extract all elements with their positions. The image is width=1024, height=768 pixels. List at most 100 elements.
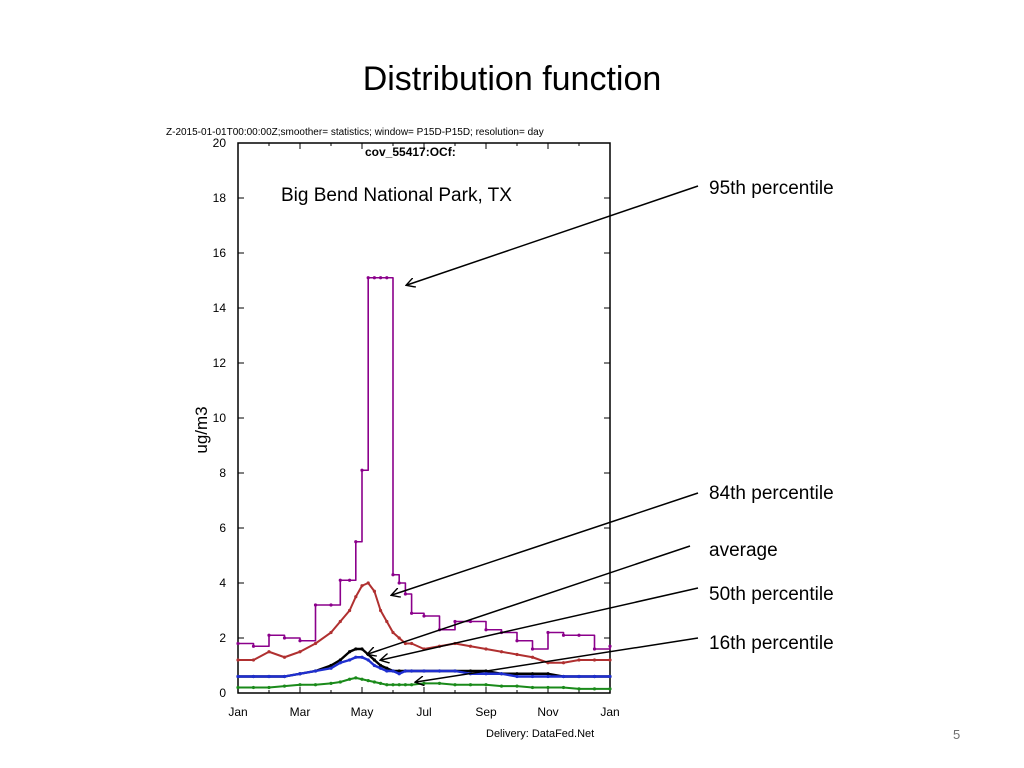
data-point-95th-percentile (592, 647, 597, 651)
plot-frame (237, 142, 611, 694)
y-tick-label: 14 (213, 301, 227, 315)
data-point-average (348, 650, 352, 654)
x-tick-label: Nov (537, 705, 558, 719)
data-point-84th-percentile (608, 658, 612, 662)
data-point-95th-percentile (236, 641, 240, 646)
data-point-84th-percentile (391, 630, 395, 635)
data-point-84th-percentile (338, 619, 342, 624)
data-point-16th-percentile (379, 681, 383, 685)
chart-subtitle: Big Bend National Park, TX (281, 185, 512, 206)
y-tick-label: 2 (219, 631, 226, 645)
data-point-50th-percentile (251, 674, 256, 679)
data-point-16th-percentile (354, 676, 358, 680)
data-point-95th-percentile (267, 633, 271, 637)
data-point-95th-percentile (422, 614, 426, 618)
data-point-84th-percentile (360, 584, 364, 588)
y-tick-label: 12 (213, 356, 227, 370)
data-point-average (397, 669, 401, 673)
data-point-50th-percentile (410, 669, 414, 673)
data-point-16th-percentile (608, 687, 612, 691)
arrow-84th (392, 492, 699, 595)
data-point-95th-percentile (372, 276, 376, 280)
data-point-95th-percentile (348, 578, 352, 582)
data-point-84th-percentile (282, 655, 287, 659)
data-point-84th-percentile (251, 658, 256, 662)
data-point-95th-percentile (385, 276, 389, 280)
data-point-50th-percentile (397, 672, 401, 676)
data-point-50th-percentile (366, 658, 370, 662)
data-point-16th-percentile (546, 685, 550, 690)
arrow-95th (407, 185, 699, 285)
data-point-84th-percentile (354, 595, 358, 599)
data-point-95th-percentile (360, 468, 364, 472)
data-point-84th-percentile (592, 658, 597, 662)
x-tick-label: Jan (228, 705, 247, 719)
data-point-50th-percentile (282, 674, 287, 679)
data-point-84th-percentile (484, 647, 488, 651)
data-point-16th-percentile (453, 683, 457, 687)
chart-series (236, 276, 612, 691)
data-point-16th-percentile (468, 683, 473, 687)
data-point-84th-percentile (372, 589, 376, 593)
y-tick-label: 8 (219, 466, 226, 480)
data-point-84th-percentile (313, 641, 318, 646)
data-point-16th-percentile (385, 683, 389, 687)
annotation-16th: 16th percentile (709, 633, 834, 654)
data-point-84th-percentile (410, 641, 414, 646)
data-point-84th-percentile (530, 655, 535, 659)
data-point-95th-percentile (403, 592, 407, 596)
data-point-50th-percentile (484, 672, 488, 676)
data-point-50th-percentile (608, 674, 612, 679)
y-axis-label: ug/m3 (192, 406, 211, 454)
annotation-50th: 50th percentile (709, 584, 834, 605)
data-point-84th-percentile (561, 661, 566, 665)
data-point-95th-percentile (515, 639, 519, 643)
data-point-50th-percentile (453, 669, 457, 673)
data-point-50th-percentile (236, 674, 240, 679)
data-point-50th-percentile (546, 674, 550, 679)
data-point-50th-percentile (360, 655, 364, 659)
data-point-16th-percentile (366, 679, 370, 683)
data-point-84th-percentile (515, 652, 519, 657)
data-point-50th-percentile (577, 674, 581, 679)
data-point-95th-percentile (468, 619, 473, 624)
data-point-84th-percentile (366, 581, 370, 585)
data-point-50th-percentile (391, 669, 395, 673)
data-point-95th-percentile (561, 633, 566, 637)
data-point-84th-percentile (379, 608, 383, 613)
data-point-50th-percentile (499, 672, 504, 676)
arrow-50th (381, 587, 699, 660)
data-point-average (546, 672, 550, 676)
data-point-95th-percentile (453, 619, 457, 624)
data-point-84th-percentile (468, 644, 473, 648)
annotation-95th: 95th percentile (709, 178, 834, 199)
data-point-95th-percentile (546, 630, 550, 635)
y-tick-label: 20 (213, 136, 227, 150)
data-point-95th-percentile (354, 540, 358, 544)
data-point-50th-percentile (592, 674, 597, 679)
data-point-95th-percentile (391, 573, 395, 577)
data-point-95th-percentile (366, 276, 370, 280)
data-point-average (338, 658, 342, 662)
x-tick-label: Jul (416, 705, 431, 719)
data-point-95th-percentile (379, 276, 383, 280)
data-point-average (530, 672, 535, 676)
data-point-95th-percentile (484, 628, 488, 632)
y-tick-label: 16 (213, 246, 227, 260)
data-point-95th-percentile (298, 639, 302, 643)
data-point-50th-percentile (515, 674, 519, 679)
data-point-16th-percentile (397, 683, 401, 687)
data-point-95th-percentile (338, 578, 342, 582)
data-point-16th-percentile (592, 687, 597, 691)
arrow-average (368, 545, 691, 654)
data-point-16th-percentile (403, 683, 407, 687)
x-tick-label: May (351, 705, 374, 719)
data-point-50th-percentile (385, 669, 389, 673)
data-point-50th-percentile (372, 663, 376, 668)
data-point-50th-percentile (422, 669, 426, 673)
data-point-50th-percentile (354, 655, 358, 659)
data-point-average (385, 666, 389, 670)
data-point-average (354, 647, 358, 651)
data-point-16th-percentile (282, 684, 287, 688)
data-point-84th-percentile (267, 650, 271, 654)
